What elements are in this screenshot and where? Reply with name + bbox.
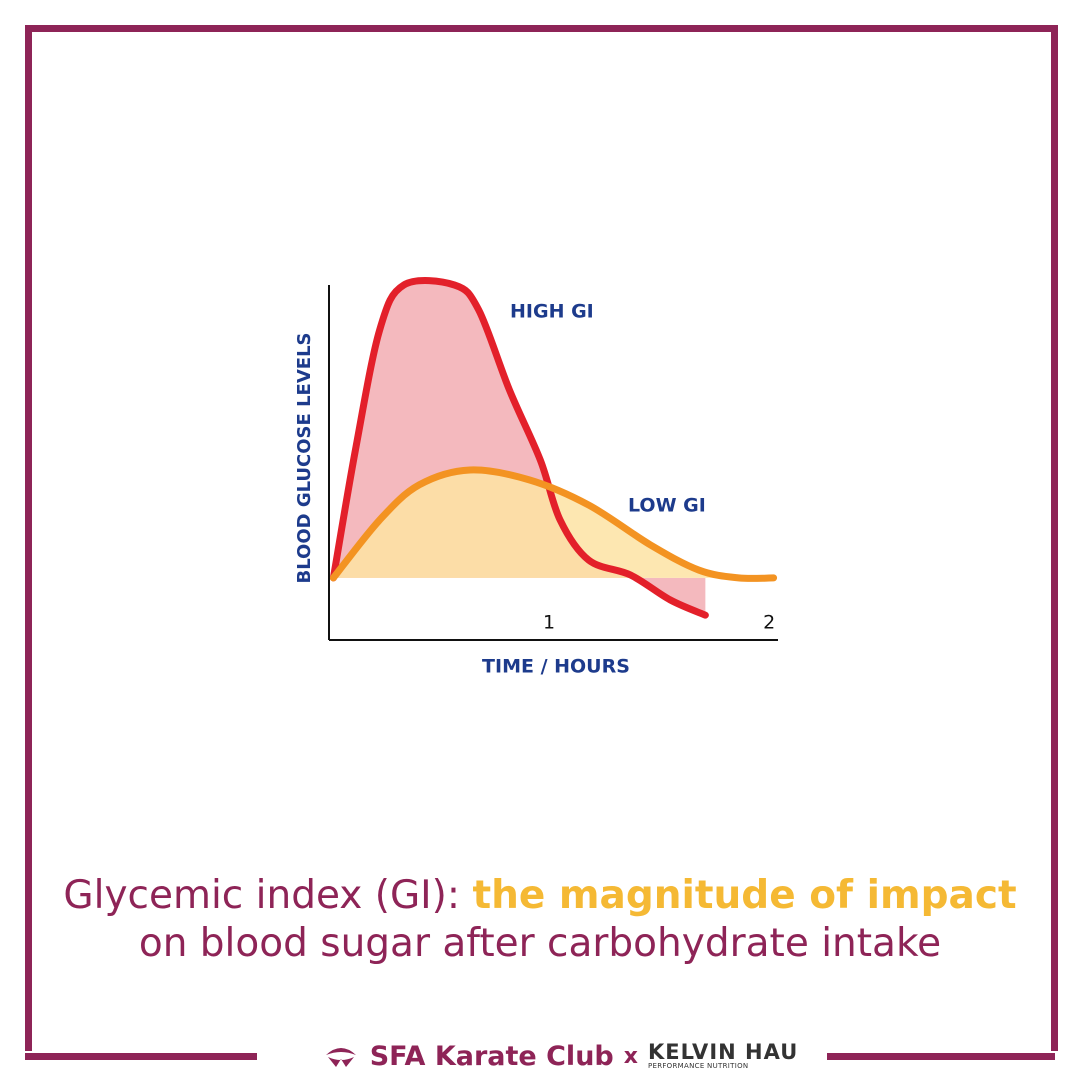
caption: Glycemic index (GI): the magnitude of im… xyxy=(0,872,1080,968)
series-label: HIGH GI xyxy=(510,301,594,323)
area-fill xyxy=(333,469,774,579)
club-icon xyxy=(325,1048,356,1067)
footer-line xyxy=(827,1053,1055,1060)
frame xyxy=(25,25,1058,1051)
y-axis-label: BLOOD GLUCOSE LEVELS xyxy=(294,332,315,583)
chart: BLOOD GLUCOSE LEVELS TIME / HOURS HIGH G… xyxy=(294,277,778,678)
partner-sub: PERFORMANCE NUTRITION xyxy=(647,1062,749,1070)
caption-rest: on blood sugar after carbohydrate intake xyxy=(138,921,942,966)
caption-highlight: the magnitude of impact xyxy=(472,873,1017,918)
x-tick-label: 1 xyxy=(543,612,555,634)
series-label: LOW GI xyxy=(628,495,706,517)
series-line xyxy=(329,277,709,619)
series-line xyxy=(329,466,778,582)
partner-logo: KELVIN HAU PERFORMANCE NUTRITION xyxy=(648,1042,798,1070)
separator: x xyxy=(623,1043,638,1069)
x-tick-label: 2 xyxy=(763,612,775,634)
footer-line xyxy=(25,1053,257,1060)
footer: SFA Karate Club x KELVIN HAU PERFORMANCE… xyxy=(25,1036,1055,1076)
footer-logos: SFA Karate Club x KELVIN HAU PERFORMANCE… xyxy=(290,1036,830,1076)
caption-lead: Glycemic index (GI): xyxy=(63,873,461,918)
x-axis-label: TIME / HOURS xyxy=(482,656,630,678)
club-name: SFA Karate Club xyxy=(369,1040,614,1072)
partner-name: KELVIN HAU xyxy=(647,1040,799,1064)
